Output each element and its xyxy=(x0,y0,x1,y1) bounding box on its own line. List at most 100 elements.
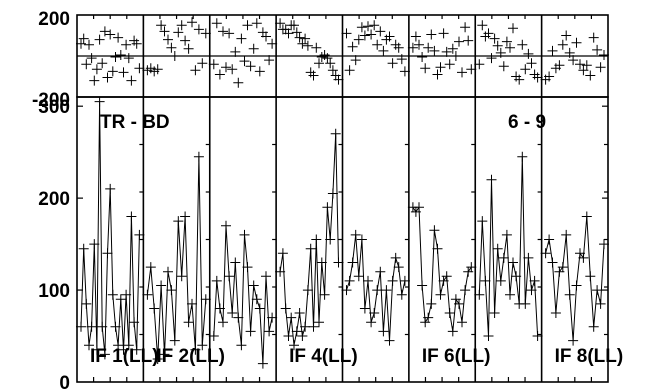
amplitude-point xyxy=(289,340,299,351)
phase-point xyxy=(592,44,603,55)
phase-point xyxy=(363,21,373,32)
amplitude-point xyxy=(384,335,395,346)
phase-point xyxy=(353,34,364,45)
amplitude-point xyxy=(390,252,401,263)
amplitude-point xyxy=(113,340,124,351)
phase-point xyxy=(432,69,443,80)
phase-point xyxy=(300,33,311,44)
phase-point xyxy=(197,58,208,69)
amplitude-point xyxy=(267,312,278,323)
phase-point xyxy=(280,24,291,35)
amplitude-point xyxy=(105,183,116,194)
phase-point xyxy=(308,70,319,81)
phase-point xyxy=(94,34,105,45)
phase-point xyxy=(477,20,488,31)
amplitude-point xyxy=(115,294,126,305)
amplitude-point xyxy=(183,317,194,328)
phase-y-tick-label-bottom: -200 xyxy=(32,90,70,111)
amplitude-point xyxy=(599,239,609,250)
phase-point xyxy=(121,39,132,50)
phase-point xyxy=(547,45,558,56)
phase-point xyxy=(568,55,579,66)
phase-point xyxy=(347,41,358,52)
phase-point xyxy=(316,52,327,62)
phase-point xyxy=(369,20,380,31)
amplitude-point xyxy=(393,262,404,273)
amplitude-series-line xyxy=(478,156,539,337)
amplitude-point xyxy=(245,326,256,337)
amplitude-point xyxy=(302,285,313,296)
phase-point xyxy=(110,52,121,62)
phase-point xyxy=(251,18,262,29)
baseline-label: TR - BD xyxy=(100,112,170,133)
phase-point xyxy=(123,53,134,64)
phase-point xyxy=(113,32,124,43)
amplitude-point xyxy=(200,294,211,305)
amplitude-point xyxy=(190,344,201,355)
phase-point xyxy=(523,48,534,59)
amplitude-point xyxy=(454,298,464,309)
amplitude-point xyxy=(173,216,184,227)
amplitude-point xyxy=(275,266,286,277)
amplitude-y-tick-label: 300 xyxy=(38,97,70,118)
amplitude-point xyxy=(239,229,250,240)
amplitude-point xyxy=(571,280,582,291)
amplitude-point xyxy=(517,151,528,162)
amplitude-point xyxy=(319,289,330,300)
phase-point xyxy=(327,65,338,76)
amplitude-point xyxy=(102,248,113,259)
amplitude-point xyxy=(592,285,603,296)
amplitude-point xyxy=(169,335,180,346)
phase-point xyxy=(359,30,370,41)
amplitude-point xyxy=(261,271,271,282)
phase-point xyxy=(302,40,313,51)
amplitude-point xyxy=(322,202,333,213)
phase-point xyxy=(508,23,518,34)
amplitude-point xyxy=(251,294,262,305)
phase-point xyxy=(131,38,142,49)
amplitude-point xyxy=(78,243,89,254)
phase-point xyxy=(218,26,228,37)
phase-point xyxy=(444,59,455,70)
phase-point xyxy=(438,28,449,39)
amplitude-point xyxy=(523,252,534,263)
phase-point xyxy=(291,27,302,38)
phase-point xyxy=(463,35,474,46)
amplitude-point xyxy=(561,229,572,240)
amplitude-point xyxy=(118,344,129,355)
phase-point xyxy=(414,39,424,50)
phase-point xyxy=(193,24,204,35)
phase-point xyxy=(423,42,434,53)
phase-point xyxy=(91,64,102,75)
amplitude-point xyxy=(447,326,458,337)
amplitude-point xyxy=(495,275,506,286)
amplitude-point xyxy=(248,280,259,291)
phase-point xyxy=(393,42,404,53)
phase-point xyxy=(486,53,497,64)
amplitude-point xyxy=(520,298,531,309)
amplitude-point xyxy=(187,298,197,309)
amplitude-point xyxy=(97,321,108,332)
amplitude-point xyxy=(532,331,543,341)
amplitude-y-ticks: 300 200 100 0 xyxy=(38,15,608,392)
amplitude-point xyxy=(423,312,434,323)
amplitude-point xyxy=(163,266,173,277)
phase-point xyxy=(230,46,241,57)
amplitude-point xyxy=(254,303,265,314)
panel-label: IF 1(LL) xyxy=(90,346,159,367)
phase-point xyxy=(447,43,458,54)
phase-point xyxy=(571,37,582,48)
amplitude-point xyxy=(280,303,291,314)
phase-point xyxy=(581,60,592,71)
phase-point xyxy=(441,46,452,57)
amplitude-point xyxy=(378,326,389,337)
amplitude-point xyxy=(529,275,540,286)
phase-point xyxy=(261,31,271,42)
amplitude-point xyxy=(81,298,92,309)
phase-point xyxy=(325,58,336,69)
phase-point xyxy=(554,60,565,71)
amplitude-series-line xyxy=(279,133,339,346)
amplitude-point xyxy=(314,317,324,328)
amplitude-point xyxy=(344,275,355,286)
